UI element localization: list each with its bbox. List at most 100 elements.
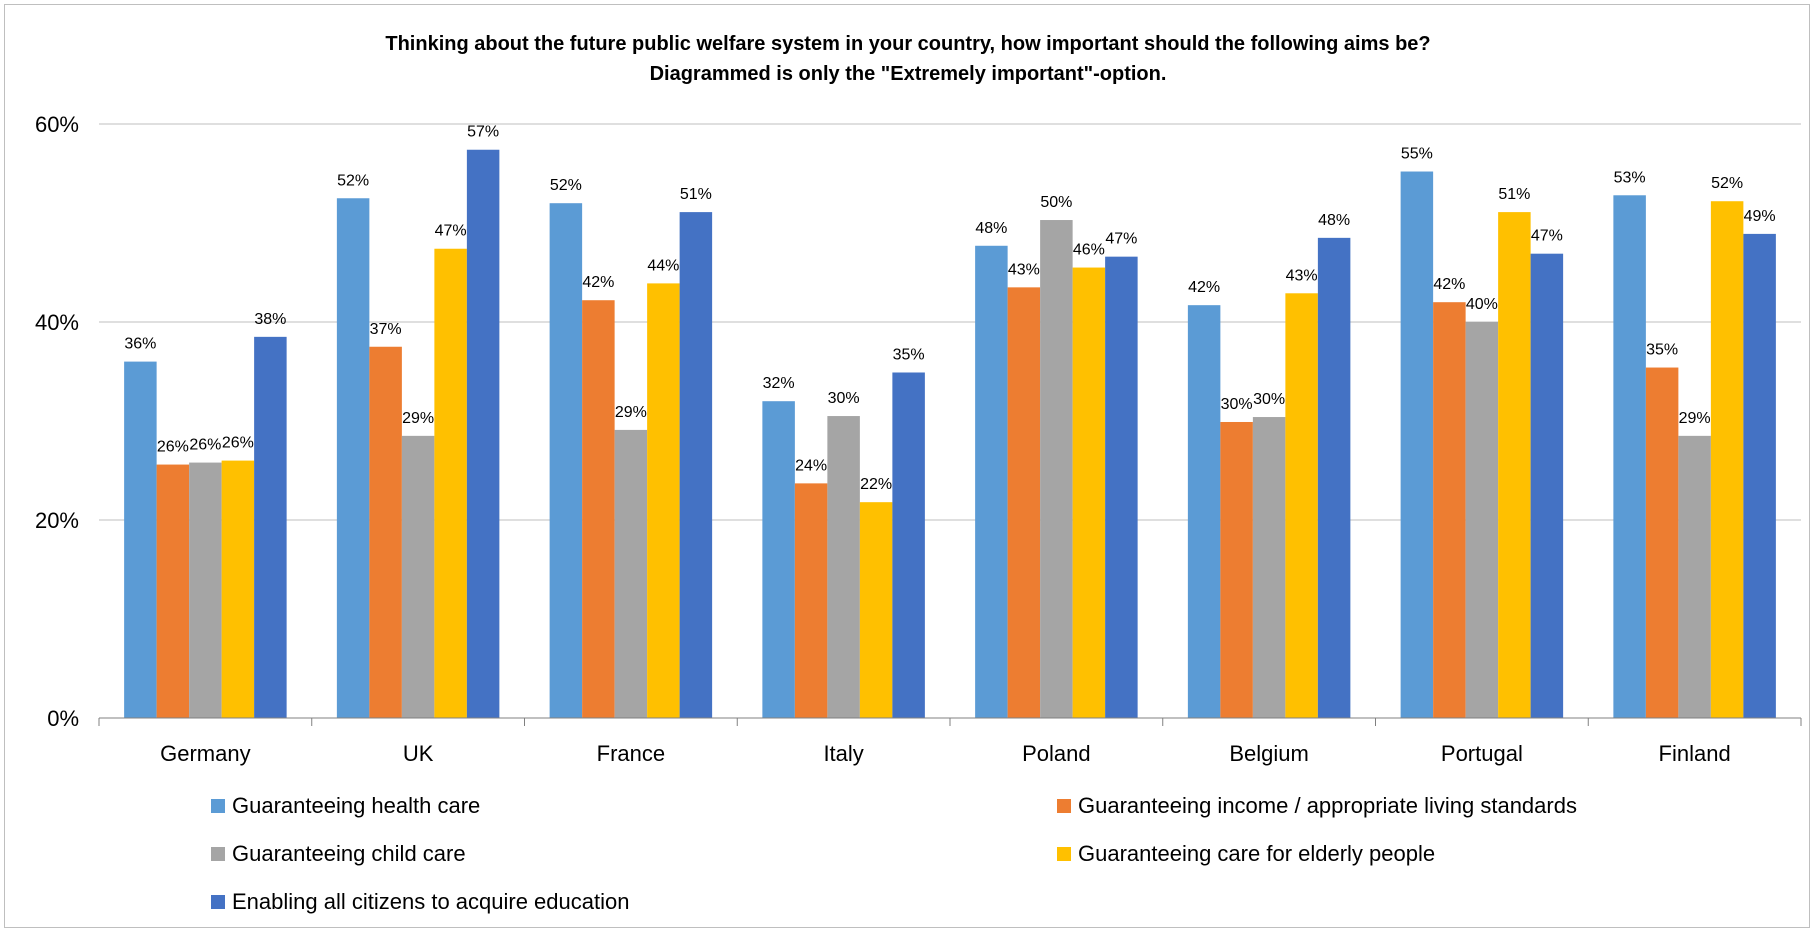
y-tick-label: 60% [35, 112, 79, 137]
bar [1400, 171, 1434, 718]
bar [466, 149, 500, 719]
bar [827, 416, 860, 718]
data-label: 51% [680, 186, 712, 203]
data-label: 30% [1253, 391, 1285, 408]
data-label: 26% [222, 435, 254, 452]
axes: 0% 20% 40% 60% Germany UK France Italy Poland Bel… [35, 112, 1802, 766]
bar [762, 401, 795, 718]
bar-chart: Thinking about the future public welfare… [35, 33, 1802, 914]
data-label: 57% [467, 124, 499, 141]
x-tick-label: Belgium [1229, 741, 1308, 766]
bar [1678, 435, 1711, 718]
bar [336, 198, 370, 718]
bar [679, 212, 713, 719]
data-label: 29% [402, 410, 434, 427]
legend-label: Guaranteeing care for elderly people [1078, 841, 1435, 866]
chart-frame: Thinking about the future public welfare… [4, 4, 1810, 928]
x-tick-label: France [597, 741, 665, 766]
bar [1710, 201, 1744, 719]
bar [1743, 233, 1776, 718]
bar [189, 462, 222, 718]
x-tick-label: UK [403, 741, 434, 766]
data-label: 30% [1221, 396, 1253, 413]
data-labels: 36%26% 26% 26%38%52%37%29%47%57%52%42%29%4… [124, 124, 1775, 493]
x-tick-label: Portugal [1441, 741, 1523, 766]
chart-subtitle: Diagrammed is only the "Extremely import… [650, 63, 1167, 85]
data-label: 44% [647, 257, 679, 274]
data-label: 42% [582, 274, 614, 291]
bar [582, 300, 615, 718]
data-label: 53% [1614, 169, 1646, 186]
bar [975, 245, 1008, 718]
bar [647, 283, 680, 718]
x-tick-label: Poland [1022, 741, 1091, 766]
bar [794, 483, 828, 718]
data-label: 47% [1105, 231, 1137, 248]
data-label: 49% [1744, 208, 1776, 225]
data-label: 37% [370, 321, 402, 338]
data-label: 32% [763, 375, 795, 392]
data-label: 43% [1008, 261, 1040, 278]
legend: Guaranteeing health care Guaranteeing inc… [211, 793, 1577, 914]
legend-label: Enabling all citizens to acquire educati… [232, 889, 629, 914]
data-label: 52% [550, 177, 582, 194]
bar [156, 464, 190, 718]
data-label: 50% [1040, 194, 1072, 211]
y-tick-label: 40% [35, 310, 79, 335]
data-label: 42% [1433, 276, 1465, 293]
bar [1317, 237, 1351, 718]
bar [254, 336, 287, 718]
bar [1072, 267, 1106, 718]
data-label: 46% [1073, 242, 1105, 259]
data-label: 48% [1318, 212, 1350, 229]
data-label: 52% [337, 172, 369, 189]
x-tick-label: Germany [160, 741, 250, 766]
data-label: 30% [828, 390, 860, 407]
data-label: 47% [435, 223, 467, 240]
bar [1498, 212, 1531, 719]
data-label: 52% [1711, 175, 1743, 192]
bar [1252, 417, 1286, 718]
data-label: 26% [157, 439, 189, 456]
bar [549, 203, 583, 718]
data-label: 42% [1188, 279, 1220, 296]
data-label: 35% [893, 346, 925, 363]
data-label: 48% [975, 220, 1007, 237]
bar [1613, 195, 1646, 718]
bar [1433, 302, 1466, 718]
bar [1187, 305, 1221, 718]
data-label: 29% [1679, 410, 1711, 427]
legend-swatch [211, 847, 225, 861]
bar [1645, 367, 1679, 718]
bar [401, 435, 435, 718]
data-label: 35% [1646, 342, 1678, 359]
bar [1007, 287, 1041, 718]
bar [892, 372, 925, 718]
bar [1040, 220, 1073, 718]
data-label: 38% [254, 311, 286, 328]
data-label: 43% [1286, 267, 1318, 284]
data-label: 22% [860, 476, 892, 493]
bar [1465, 322, 1499, 718]
bar [614, 429, 648, 718]
bar [369, 346, 402, 718]
data-label: 51% [1498, 186, 1530, 203]
chart-title: Thinking about the future public welfare… [385, 33, 1430, 55]
data-label: 26% [189, 437, 221, 454]
legend-swatch [211, 895, 225, 909]
legend-swatch [211, 799, 225, 813]
data-label: 47% [1531, 228, 1563, 245]
data-label: 40% [1466, 296, 1498, 313]
bar [1220, 421, 1253, 718]
bar [124, 361, 157, 718]
y-tick-label: 0% [47, 706, 79, 731]
data-label: 36% [124, 336, 156, 353]
legend-label: Guaranteeing health care [232, 793, 480, 818]
bars [124, 149, 1776, 719]
data-label: 55% [1401, 146, 1433, 163]
x-tick-label: Italy [823, 741, 863, 766]
bar [1105, 256, 1138, 718]
bar [1285, 293, 1318, 718]
x-tick-label: Finland [1659, 741, 1731, 766]
bar [859, 502, 893, 718]
